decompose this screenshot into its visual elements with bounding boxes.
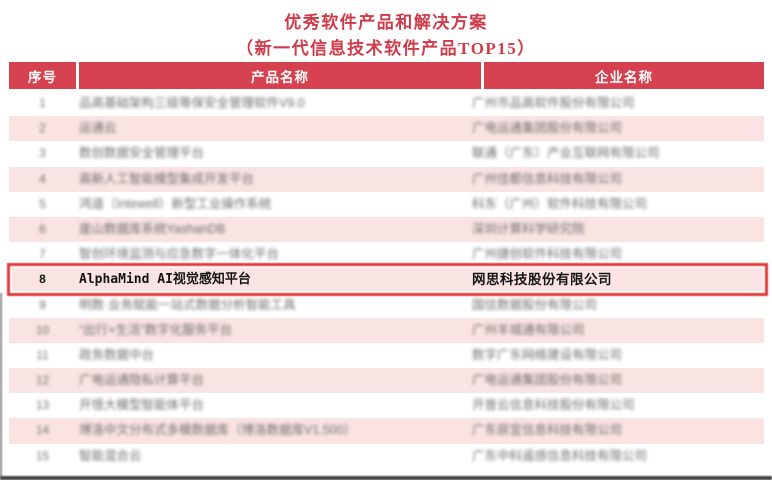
product-name-cell: “出行+生活”数字化服务平台 (79, 322, 233, 337)
company-name-cell: 科东（广州）软件科技有限公司 (472, 196, 648, 211)
product-name-cell: 鸿道（Intewell）新型工业操作系统 (79, 196, 272, 211)
row-number: 2 (39, 121, 46, 136)
company-name-cell: 广州佳都信息科技有限公司 (472, 171, 623, 186)
table-row: 10 “出行+生活”数字化服务平台 广州羊城通有限公司 (9, 317, 764, 343)
table-row: 9 明数·业务赋能一站式数据分析智能工具 国信数据股份有限公司 (9, 293, 764, 318)
photo-edge-left (0, 293, 2, 477)
column-header-product: 产品名称 (79, 62, 481, 89)
company-name-cell: 广州捷创软件科技有限公司 (472, 247, 623, 262)
row-number: 1 (39, 96, 46, 110)
company-name-cell: 数字广东网络建设有限公司 (472, 347, 623, 362)
table-row: 13 开悟大模型智能体平台 开普云信息科技股份有限公司 (9, 393, 764, 418)
product-name-cell: 智能混合云 (79, 448, 142, 463)
product-name-cell: 品高基础架构三级等保安全管理软件V9.0 (79, 96, 305, 110)
product-name-cell: 数创数据安全管理平台 (79, 146, 205, 161)
company-name-cell: 深圳计算科学研究院 (472, 221, 585, 236)
product-name-cell: 运通云 (79, 121, 117, 136)
company-name-cell: 网思科技股份有限公司 (472, 272, 612, 288)
row-number: 12 (35, 373, 50, 388)
table-row: 14 博洛中文分布式多模数据库（博洛数据库V1.500） 广东辰宜信息科技有限公… (9, 418, 764, 444)
row-number: 5 (39, 196, 46, 211)
table-header-row: 序号 产品名称 企业名称 (9, 62, 764, 89)
table-row: 6 崖山数据库系统YashanDB 深圳计算科学研究院 (9, 216, 764, 243)
company-name-cell: 开普云信息科技股份有限公司 (472, 398, 635, 413)
row-number: 9 (39, 297, 46, 312)
table-row: 12 广电运通隐私计算平台 广电运通集团股份有限公司 (9, 368, 764, 394)
product-name-cell: 明数·业务赋能一站式数据分析智能工具 (79, 297, 296, 312)
product-name-cell: 智创环境监测与应急数字一体化平台 (79, 247, 280, 262)
product-name-cell: 高新人工智能模型集成开发平台 (79, 171, 255, 186)
company-name-cell: 联通（广东）产业互联网有限公司 (472, 146, 660, 161)
table-row: 1 品高基础架构三级等保安全管理软件V9.0 广州市品高软件股份有限公司 (9, 91, 764, 116)
row-number: 10 (35, 322, 50, 337)
table-row: 11 政务数据中台 数字广东网络建设有限公司 (9, 343, 764, 368)
table-row: 7 智创环境监测与应急数字一体化平台 广州捷创软件科技有限公司 (9, 242, 764, 267)
company-name-cell: 广电运通集团股份有限公司 (472, 373, 623, 388)
table-row: 4 高新人工智能模型集成开发平台 广州佳都信息科技有限公司 (9, 166, 764, 192)
row-number: 8 (39, 272, 46, 287)
row-number: 3 (39, 146, 46, 161)
row-number: 7 (39, 247, 46, 262)
table-body: 1 品高基础架构三级等保安全管理软件V9.0 广州市品高软件股份有限公司 2 运… (9, 91, 764, 469)
table-row: 3 数创数据安全管理平台 联通（广东）产业互联网有限公司 (9, 141, 764, 166)
product-name-cell: 政务数据中台 (79, 347, 155, 362)
photo-edge-bottom (0, 476, 772, 480)
row-number: 14 (35, 423, 50, 438)
product-name-cell: 广电运通隐私计算平台 (79, 373, 205, 388)
company-name-cell: 广东中科遥感信息科技有限公司 (472, 448, 648, 463)
company-name-cell: 广州羊城通有限公司 (472, 322, 585, 337)
table-row: 2 运通云 广电运通集团股份有限公司 (9, 116, 764, 142)
company-name-cell: 国信数据股份有限公司 (472, 297, 598, 312)
column-header-number: 序号 (9, 62, 76, 89)
table-row: 8 AlphaMind AI视觉感知平台 网思科技股份有限公司 (9, 267, 764, 293)
row-number: 4 (39, 171, 46, 186)
company-name-cell: 广东辰宜信息科技有限公司 (472, 423, 623, 438)
company-name-cell: 广电运通集团股份有限公司 (472, 121, 623, 136)
table-row: 5 鸿道（Intewell）新型工业操作系统 科东（广州）软件科技有限公司 (9, 192, 764, 217)
company-name-cell: 广州市品高软件股份有限公司 (472, 96, 635, 110)
product-name-cell: 博洛中文分布式多模数据库（博洛数据库V1.500） (79, 423, 357, 438)
page-title: 优秀软件产品和解决方案 (284, 13, 488, 32)
product-name-cell: AlphaMind AI视觉感知平台 (79, 272, 251, 288)
product-name-cell: 开悟大模型智能体平台 (79, 398, 205, 413)
row-number: 11 (36, 347, 49, 362)
row-number: 15 (35, 448, 50, 463)
page-subtitle: （新一代信息技术软件产品TOP15） (236, 39, 536, 58)
table-row: 15 智能混合云 广东中科遥感信息科技有限公司 (9, 444, 764, 469)
row-number: 6 (39, 221, 46, 236)
product-name-cell: 崖山数据库系统YashanDB (79, 221, 226, 236)
row-number: 13 (35, 398, 50, 413)
column-header-company: 企业名称 (484, 62, 764, 89)
